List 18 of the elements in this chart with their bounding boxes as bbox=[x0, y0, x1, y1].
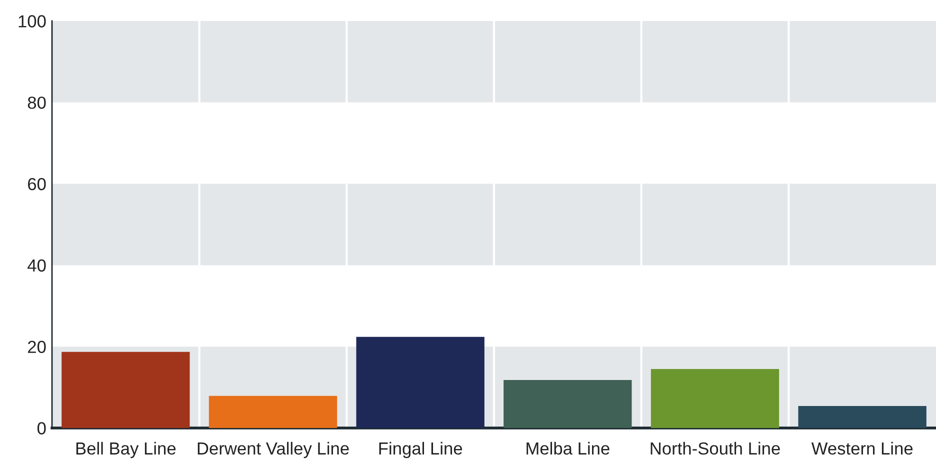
bar bbox=[798, 406, 926, 428]
x-tick-label: North-South Line bbox=[650, 442, 780, 455]
x-tick-label: Derwent Valley Line bbox=[198, 442, 349, 458]
y-tick-label: 100 bbox=[18, 15, 46, 28]
bar bbox=[208, 396, 338, 428]
x-tick-label: Western Line bbox=[811, 442, 913, 455]
x-tick-label: Melba Line bbox=[526, 442, 610, 455]
bar bbox=[356, 336, 484, 428]
y-tick-label: 0 bbox=[37, 422, 46, 434]
bar bbox=[504, 380, 632, 428]
y-tick-label: 40 bbox=[28, 259, 46, 272]
bar bbox=[650, 368, 780, 428]
y-tick-label: 80 bbox=[28, 96, 46, 109]
y-tick-label: 60 bbox=[28, 178, 46, 190]
x-tick-label: Fingal Line bbox=[379, 442, 462, 458]
y-tick-label: 20 bbox=[28, 340, 46, 354]
x-tick-label: Bell Bay Line bbox=[76, 442, 176, 458]
bar bbox=[62, 352, 190, 428]
